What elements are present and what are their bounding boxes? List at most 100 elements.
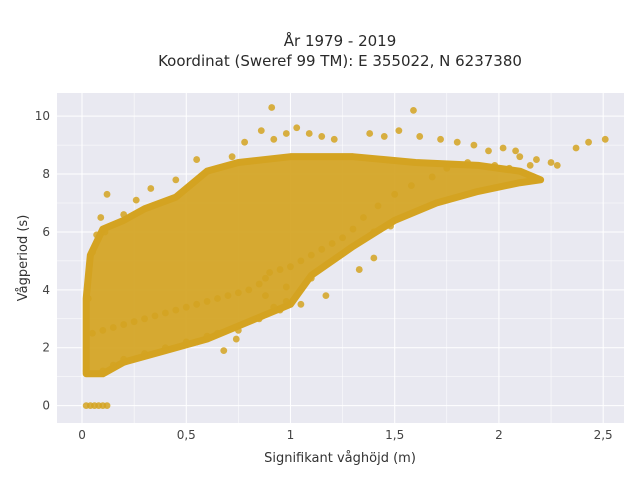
data-point [366,130,374,137]
data-point [182,338,190,346]
data-point [182,303,190,311]
data-point [234,326,242,334]
data-point [391,190,399,198]
data-point [282,283,290,291]
data-point [318,133,326,140]
data-point [193,300,201,308]
data-point [147,185,155,192]
data-point [109,361,117,369]
data-point [410,106,417,114]
data-point [416,133,424,140]
data-point [505,164,513,172]
data-point [276,266,284,273]
data-point [485,147,492,155]
data-point [232,335,240,343]
data-point [305,130,313,137]
chart-subtitle: Koordinat (Sweref 99 TM): E 355022, N 62… [158,52,522,70]
data-point [547,159,555,166]
data-point [120,355,128,363]
data-point [437,135,444,143]
data-point [103,402,111,410]
data-point [339,234,346,242]
data-point [428,173,436,181]
data-point [203,332,211,340]
data-point [99,326,107,334]
data-point [526,161,534,169]
y-axis-label: Vågperiod (s) [16,215,31,302]
data-point [287,263,294,271]
data-point [109,324,117,331]
data-points [82,104,609,410]
data-point [499,144,507,152]
x-tick-label: 1 [287,428,295,442]
data-point [464,159,472,166]
y-tick-label: 10 [35,109,50,123]
data-point [245,286,253,294]
y-tick-label: 4 [42,283,50,297]
data-point [293,124,301,132]
data-point [374,202,382,210]
data-cloud [82,153,545,378]
data-point [297,257,305,265]
data-point [332,254,340,262]
data-point [585,138,592,146]
data-point [572,144,580,152]
data-point [224,292,232,300]
y-tick-label: 6 [42,225,50,239]
data-point [228,153,236,161]
data-point [443,164,451,172]
data-point [601,135,609,143]
data-point [276,306,284,314]
y-tick-label: 8 [42,167,50,181]
data-point [193,156,201,163]
data-point [380,133,388,140]
data-point [470,141,478,149]
data-point [172,176,180,184]
data-point [512,147,520,155]
data-point [453,138,461,146]
data-point [193,338,201,346]
x-tick-label: 0 [78,428,86,442]
data-point [407,182,415,190]
x-tick-label: 2 [495,428,503,442]
data-point [255,280,263,288]
data-point [268,104,276,111]
data-point [318,245,326,253]
dense-point-cloud [82,153,545,378]
data-point [516,153,524,161]
data-point [330,135,338,143]
data-point [282,298,290,305]
data-point [360,214,367,221]
data-point [97,214,105,221]
data-point [82,367,90,375]
y-tick-label: 0 [42,399,50,413]
chart-title: År 1979 - 2019 [284,31,397,50]
data-point [395,127,403,135]
data-point [328,240,336,247]
data-point [89,248,96,256]
data-point [203,298,211,305]
data-point [151,312,159,320]
data-point [349,225,357,233]
data-point [491,161,499,169]
data-point [101,228,109,236]
data-point [161,344,169,352]
data-point [103,190,111,198]
data-point [234,289,242,297]
data-point [533,156,540,163]
data-point [387,222,394,230]
data-point [355,266,363,273]
data-point [553,161,561,169]
y-axis: 0 2 4 6 8 10 [35,109,50,412]
data-point [262,292,269,300]
data-point [120,321,128,328]
x-axis: 0 0,5 1 1,5 2 2,5 [78,428,613,442]
x-tick-label: 0,5 [177,428,196,442]
data-point [99,367,107,375]
data-point [255,315,263,323]
data-point [262,274,269,282]
data-point [266,269,274,276]
data-point [297,300,305,308]
data-point [270,135,278,143]
data-point [141,350,148,357]
